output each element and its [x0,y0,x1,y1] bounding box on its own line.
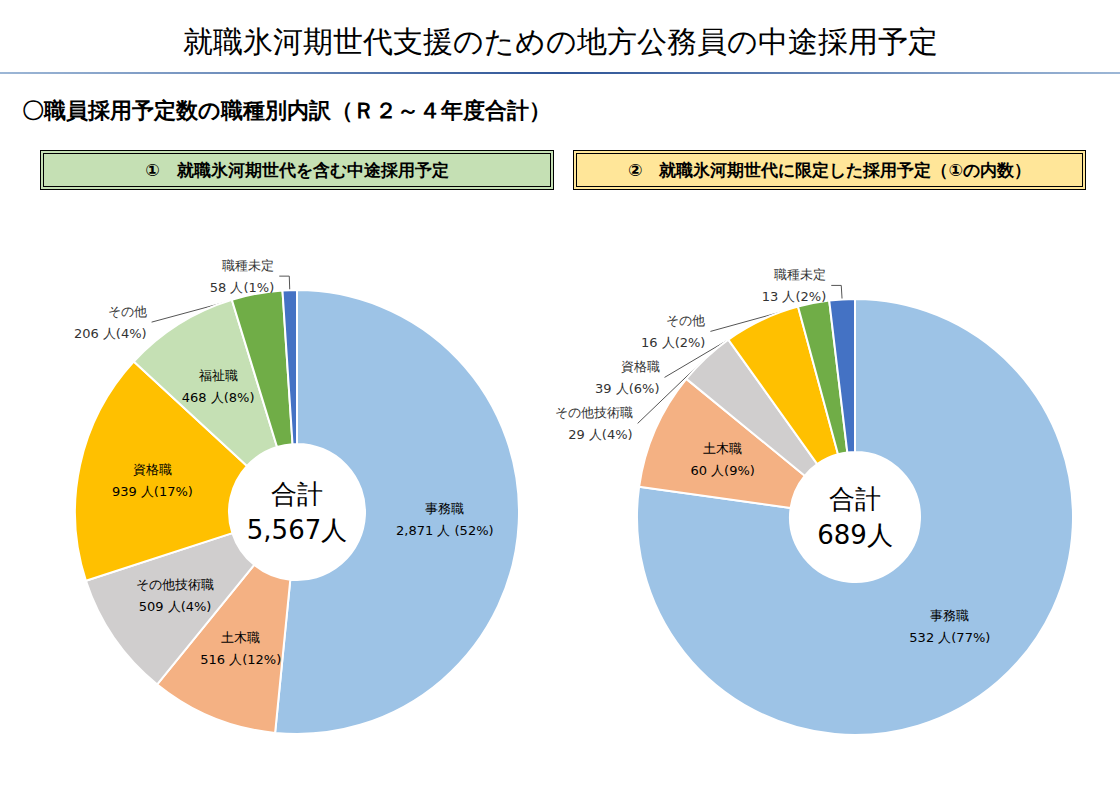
svg-text:職種未定: 職種未定 [774,267,826,282]
svg-text:689人: 689人 [817,520,893,550]
svg-text:16 人(2%): 16 人(2%) [641,335,705,350]
svg-text:516 人(12%): 516 人(12%) [200,652,281,667]
svg-text:509 人(4%): 509 人(4%) [139,599,212,614]
svg-text:532 人(77%): 532 人(77%) [909,630,990,645]
svg-text:その他技術職: その他技術職 [136,577,214,592]
svg-text:資格職: 資格職 [621,359,660,374]
html-text:① 就職氷河期世代を含む中途採用予定: ① 就職氷河期世代を含む中途採用予定 [145,159,449,180]
svg-text:939 人(17%): 939 人(17%) [112,484,193,499]
html-text:就職氷河期世代支援のための地方公務員の中途採用予定: 就職氷河期世代支援のための地方公務員の中途採用予定 [182,24,938,59]
svg-text:福祉職: 福祉職 [199,368,238,383]
svg-text:58 人(1%): 58 人(1%) [210,280,274,295]
svg-text:39 人(6%): 39 人(6%) [595,381,659,396]
svg-text:その他: その他 [666,313,705,328]
svg-text:合計: 合計 [271,479,323,509]
svg-text:60 人(9%): 60 人(9%) [690,463,754,478]
svg-text:合計: 合計 [829,484,881,514]
svg-text:29 人(4%): 29 人(4%) [568,427,632,442]
svg-text:資格職: 資格職 [133,462,172,477]
html-text:〇職員採用予定数の職種別内訳（Ｒ２～４年度合計）: 〇職員採用予定数の職種別内訳（Ｒ２～４年度合計） [22,98,551,123]
svg-text:事務職: 事務職 [930,608,969,623]
svg-text:その他技術職: その他技術職 [555,405,633,420]
html-text:② 就職氷河期世代に限定した採用予定（①の内数）: ② 就職氷河期世代に限定した採用予定（①の内数） [628,159,1031,180]
svg-text:その他: その他 [108,304,147,319]
svg-text:事務職: 事務職 [425,501,464,516]
svg-text:2,871 人 (52%): 2,871 人 (52%) [396,523,494,538]
svg-text:土木職: 土木職 [221,630,260,645]
svg-text:468 人(8%): 468 人(8%) [182,390,255,405]
svg-text:206 人(4%): 206 人(4%) [74,326,147,341]
svg-text:13 人(2%): 13 人(2%) [762,289,826,304]
svg-text:職種未定: 職種未定 [222,258,274,273]
svg-text:土木職: 土木職 [703,441,742,456]
svg-text:5,567人: 5,567人 [247,515,347,545]
